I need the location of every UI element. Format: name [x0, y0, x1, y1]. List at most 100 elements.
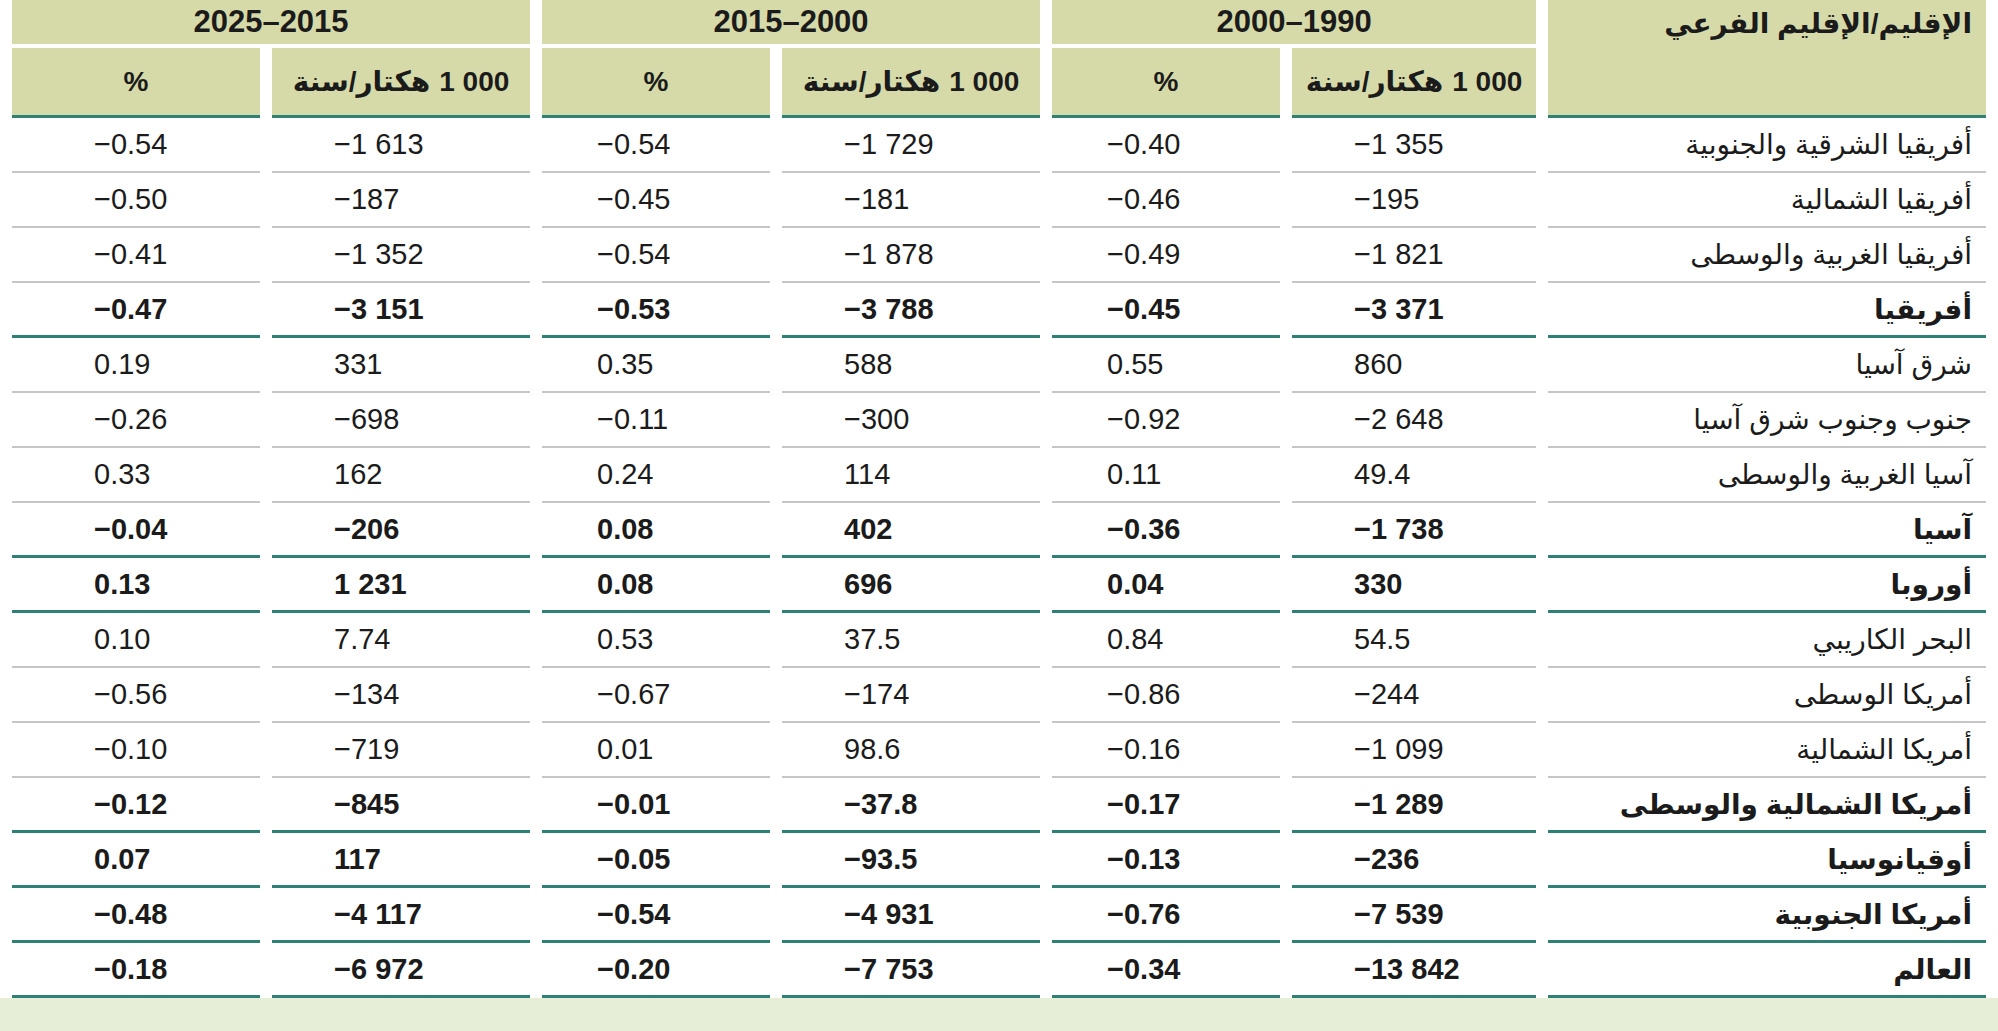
pct-value: −0.17: [1107, 788, 1180, 821]
area-value: 588: [844, 348, 892, 381]
region-name-cell: آسيا: [1548, 503, 1986, 558]
percent-header-2015-2025: %: [12, 48, 260, 118]
region-name-cell: العالم: [1548, 943, 1986, 998]
pct-2000-2015-cell: 0.35: [542, 338, 770, 393]
period-header-2015-2025: 2025–2015: [12, 0, 530, 48]
pct-value: −0.13: [1107, 843, 1180, 876]
region-name: أمريكا الوسطى: [1794, 679, 1972, 710]
pct-2000-2015-cell: 0.01: [542, 723, 770, 778]
period-label: 2025–2015: [193, 4, 348, 40]
pct-2015-2025-cell: 0.19: [12, 338, 260, 393]
pct-value: −0.92: [1107, 403, 1180, 436]
pct-1990-2000-cell: 0.04: [1052, 558, 1280, 613]
pct-2000-2015-cell: 0.08: [542, 558, 770, 613]
region-name-cell: أوروبا: [1548, 558, 1986, 613]
area-value: −93.5: [844, 843, 917, 876]
area-2000-2015-cell: −1 878: [782, 228, 1040, 283]
area-value: −7 753: [844, 953, 934, 986]
pct-2015-2025-cell: −0.54: [12, 118, 260, 173]
area-1990-2000-cell: −1 738: [1292, 503, 1536, 558]
table-row: أمريكا الوسطى −244 −0.86 −174 −0.67 −134…: [12, 668, 1986, 723]
area-2000-2015-cell: 114: [782, 448, 1040, 503]
pct-2000-2015-cell: −0.54: [542, 228, 770, 283]
area-2000-2015-cell: 98.6: [782, 723, 1040, 778]
pct-1990-2000-cell: −0.13: [1052, 833, 1280, 888]
area-value: −13 842: [1354, 953, 1460, 986]
pct-2015-2025-cell: 0.13: [12, 558, 260, 613]
region-name-cell: أفريقيا الشمالية: [1548, 173, 1986, 228]
pct-value: −0.41: [94, 238, 167, 271]
area-value: −244: [1354, 678, 1419, 711]
region-name: أفريقيا الشمالية: [1791, 184, 1972, 215]
area-2015-2025-cell: 1 231: [272, 558, 530, 613]
table-row: شرق آسيا 860 0.55 588 0.35 331 0.19: [12, 338, 1986, 393]
area-1990-2000-cell: −1 355: [1292, 118, 1536, 173]
pct-value: −0.16: [1107, 733, 1180, 766]
region-name-cell: أفريقيا الغربية والوسطى: [1548, 228, 1986, 283]
area-value: −181: [844, 183, 909, 216]
region-name-cell: أمريكا الجنوبية: [1548, 888, 1986, 943]
pct-1990-2000-cell: −0.76: [1052, 888, 1280, 943]
area-value: −236: [1354, 843, 1419, 876]
area-2015-2025-cell: −4 117: [272, 888, 530, 943]
region-name-cell: البحر الكاريبي: [1548, 613, 1986, 668]
forest-area-annual-change-table: الإقليم/الإقليم الفرعي 2000–1990 2015–20…: [0, 0, 1998, 998]
pct-value: −0.11: [597, 403, 668, 436]
area-value: −3 788: [844, 293, 934, 326]
region-name: أفريقيا الغربية والوسطى: [1690, 239, 1972, 270]
period-header-row: الإقليم/الإقليم الفرعي 2000–1990 2015–20…: [12, 0, 1986, 48]
pct-value: −0.67: [597, 678, 670, 711]
table-row: أفريقيا الغربية والوسطى −1 821 −0.49 −1 …: [12, 228, 1986, 283]
pct-value: −0.05: [597, 843, 670, 876]
area-value: −1 352: [334, 238, 424, 271]
pct-1990-2000-cell: −0.46: [1052, 173, 1280, 228]
area-value: 402: [844, 513, 892, 546]
pct-2000-2015-cell: 0.24: [542, 448, 770, 503]
unit-text: هكتار/سنة: [1306, 66, 1443, 97]
area-value: −37.8: [844, 788, 917, 821]
area-value: −1 729: [844, 128, 934, 161]
area-value: 117: [334, 843, 381, 876]
area-2000-2015-cell: −3 788: [782, 283, 1040, 338]
pct-value: −0.10: [94, 733, 167, 766]
period-header-2000-2015: 2015–2000: [542, 0, 1040, 48]
pct-1990-2000-cell: −0.40: [1052, 118, 1280, 173]
table-row: أفريقيا −3 371 −0.45 −3 788 −0.53 −3 151…: [12, 283, 1986, 338]
area-2000-2015-cell: 37.5: [782, 613, 1040, 668]
pct-value: −0.45: [597, 183, 670, 216]
table-header: الإقليم/الإقليم الفرعي 2000–1990 2015–20…: [12, 0, 1986, 118]
area-2015-2025-cell: 162: [272, 448, 530, 503]
region-name: أوروبا: [1890, 569, 1972, 600]
pct-value: 0.13: [94, 568, 150, 601]
region-name-cell: جنوب وجنوب شرق آسيا: [1548, 393, 1986, 448]
area-1990-2000-cell: 330: [1292, 558, 1536, 613]
area-value: −3 151: [334, 293, 424, 326]
pct-1990-2000-cell: −0.34: [1052, 943, 1280, 998]
region-name: أمريكا الشمالية: [1796, 734, 1972, 765]
pct-2015-2025-cell: −0.50: [12, 173, 260, 228]
area-2015-2025-cell: −1 352: [272, 228, 530, 283]
area-1990-2000-cell: −7 539: [1292, 888, 1536, 943]
pct-value: −0.50: [94, 183, 167, 216]
table-body: أفريقيا الشرقية والجنوبية −1 355 −0.40 −…: [12, 118, 1986, 998]
area-value: −1 878: [844, 238, 934, 271]
unit-number: 1 000: [1452, 66, 1522, 98]
pct-value: −0.86: [1107, 678, 1180, 711]
area-2015-2025-cell: −698: [272, 393, 530, 448]
pct-2015-2025-cell: −0.12: [12, 778, 260, 833]
pct-2015-2025-cell: 0.10: [12, 613, 260, 668]
pct-2000-2015-cell: 0.53: [542, 613, 770, 668]
table-row: جنوب وجنوب شرق آسيا −2 648 −0.92 −300 −0…: [12, 393, 1986, 448]
pct-value: −0.56: [94, 678, 167, 711]
pct-2015-2025-cell: −0.48: [12, 888, 260, 943]
area-1990-2000-cell: −244: [1292, 668, 1536, 723]
pct-2015-2025-cell: −0.26: [12, 393, 260, 448]
pct-value: 0.19: [94, 348, 150, 381]
region-name-cell: أمريكا الشمالية: [1548, 723, 1986, 778]
pct-2015-2025-cell: −0.10: [12, 723, 260, 778]
table-row: أمريكا الشمالية −1 099 −0.16 98.6 0.01 −…: [12, 723, 1986, 778]
region-name: أفريقيا: [1874, 294, 1972, 325]
pct-1990-2000-cell: 0.11: [1052, 448, 1280, 503]
region-name: جنوب وجنوب شرق آسيا: [1693, 404, 1972, 435]
table-row: أمريكا الجنوبية −7 539 −0.76 −4 931 −0.5…: [12, 888, 1986, 943]
